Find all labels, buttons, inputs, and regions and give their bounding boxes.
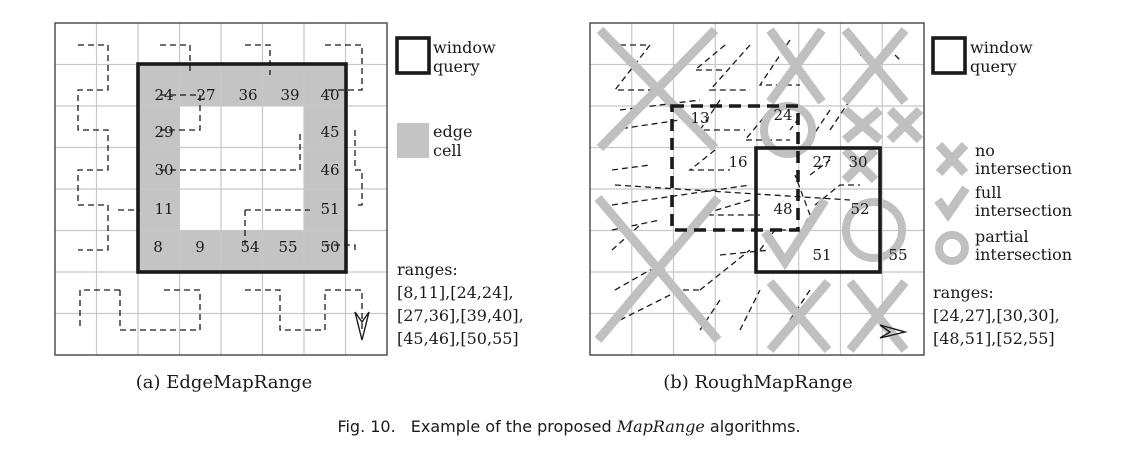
figure-caption-before: Example of the proposed	[411, 417, 617, 436]
cell-label: 8	[153, 238, 163, 256]
legend-partial-label-2: intersection	[975, 245, 1072, 264]
edge-cell-row-top	[138, 64, 346, 106]
cell-label: 45	[320, 123, 339, 141]
cell-label: 55	[278, 238, 297, 256]
no-intersection-icon	[846, 279, 909, 353]
no-intersection-icon	[841, 146, 879, 184]
legend-no-label-1: no	[975, 141, 995, 160]
curve-end-arrow-icon	[354, 311, 370, 341]
legend-no-intersection-icon	[935, 141, 969, 177]
cell-label: 55	[888, 246, 907, 264]
grid-b-border	[589, 22, 925, 356]
cell-label: 27	[196, 86, 215, 104]
no-intersection-icon	[766, 279, 832, 353]
cell-label: 52	[850, 200, 869, 218]
cell-label: 13	[690, 109, 709, 127]
legend-partial-label-1: partial	[975, 227, 1029, 246]
cell-label: 9	[195, 238, 205, 256]
no-intersection-icon	[596, 26, 719, 152]
cell-label: 51	[320, 200, 339, 218]
no-intersection-icon	[886, 106, 924, 144]
ranges-line: [8,11],[24,24],	[397, 283, 514, 302]
legend-window-swatch	[931, 36, 967, 75]
cell-labels-a: 24 27 36 39 40 29 45 30 46 11 51 8 9 54 …	[153, 86, 339, 256]
grid-a-border	[54, 22, 388, 356]
legend-window-swatch	[395, 36, 431, 75]
legend-window-label-2: query	[970, 57, 1017, 76]
cell-label: 48	[773, 200, 792, 218]
legend-a: window query edge cell	[395, 36, 496, 160]
legend-window-label-1: window	[433, 38, 496, 57]
window-query-b	[754, 146, 882, 274]
edge-cell-row-bottom	[138, 230, 346, 272]
ranges-a: ranges: [8,11],[24,24], [27,36],[39,40],…	[397, 260, 524, 348]
cell-label: 30	[154, 161, 173, 179]
legend-full-label-2: intersection	[975, 201, 1072, 220]
ranges-line: [48,51],[52,55]	[933, 329, 1055, 348]
cell-label: 27	[812, 153, 831, 171]
caption-b: (b) RoughMapRange	[663, 372, 853, 393]
figure-caption-emph: MapRange	[616, 417, 705, 436]
no-intersection-icon	[842, 106, 883, 144]
ranges-line: [27,36],[39,40],	[397, 306, 524, 325]
panel-rough-map-range: 13 24 16 27 30 48 52 51 55 window query …	[589, 22, 1072, 393]
legend-edge-label-2: cell	[433, 141, 462, 160]
edge-cell-col-right	[304, 106, 346, 230]
legend-partial-intersection-icon	[935, 231, 969, 265]
ranges-line: [45,46],[50,55]	[397, 329, 519, 348]
intersection-marks	[594, 26, 924, 353]
cell-label: 24	[154, 86, 173, 104]
cell-label: 46	[320, 161, 339, 179]
full-intersection-icon	[761, 197, 829, 271]
no-intersection-icon	[766, 27, 826, 105]
cell-label: 16	[728, 153, 747, 171]
legend-no-label-2: intersection	[975, 159, 1072, 178]
space-filling-curve-a	[77, 44, 363, 331]
cell-label: 11	[154, 200, 173, 218]
cell-label: 30	[848, 153, 867, 171]
cell-labels-b: 13 24 16 27 30 48 52 51 55	[690, 106, 907, 264]
cell-label: 24	[773, 106, 792, 124]
figure-caption-after: algorithms.	[710, 417, 801, 436]
no-intersection-icon	[594, 195, 722, 343]
caption-a: (a) EdgeMapRange	[136, 372, 312, 393]
figure-caption: Fig. 10. Example of the proposed MapRang…	[337, 417, 800, 436]
legend-window-label-1: window	[970, 38, 1033, 57]
edge-cell-col-left	[138, 106, 180, 230]
cell-label: 39	[280, 86, 299, 104]
ranges-title: ranges:	[933, 283, 994, 302]
panel-edge-map-range: 24 27 36 39 40 29 45 30 46 11 51 8 9 54 …	[54, 22, 524, 393]
ranges-line: [24,27],[30,30],	[933, 306, 1060, 325]
figure-caption-prefix: Fig. 10.	[337, 417, 395, 436]
no-intersection-icon	[841, 27, 909, 105]
cell-label: 29	[154, 123, 173, 141]
window-query-a	[136, 62, 348, 274]
legend-full-label-1: full	[975, 183, 1001, 202]
cell-label: 40	[320, 86, 339, 104]
cell-label: 51	[812, 246, 831, 264]
ranges-title: ranges:	[397, 260, 458, 279]
legend-edge-label-1: edge	[433, 122, 472, 141]
rough-window-b	[670, 104, 800, 232]
legend-full-intersection-icon	[934, 185, 970, 222]
legend-edge-swatch	[397, 123, 429, 158]
legend-window-label-2: query	[433, 57, 480, 76]
edge-cells	[138, 64, 346, 272]
partial-intersection-icon	[842, 198, 906, 262]
legend-b: window query no intersection full inters…	[931, 36, 1072, 265]
cell-label: 54	[240, 238, 259, 256]
curve-end-arrow-icon	[879, 324, 908, 339]
cell-label: 50	[320, 238, 339, 256]
ranges-b: ranges: [24,27],[30,30], [48,51],[52,55]	[933, 283, 1060, 348]
cell-label: 36	[238, 86, 257, 104]
